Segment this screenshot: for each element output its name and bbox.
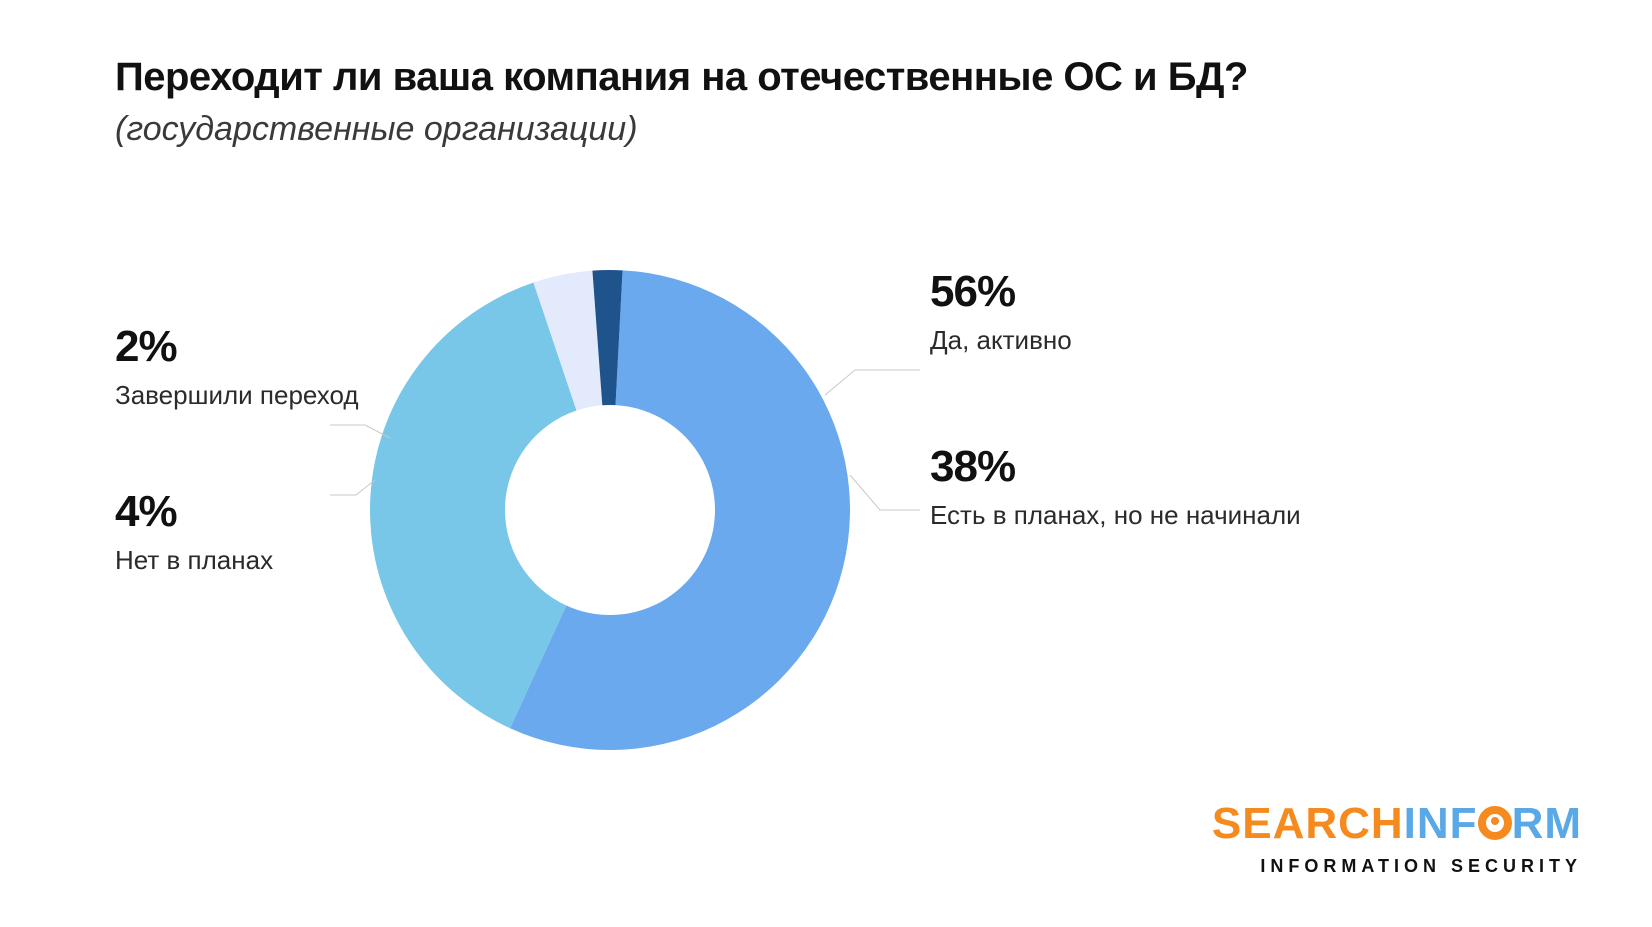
logo-wordmark: SEARCHINF RM <box>1212 802 1582 846</box>
chart-subtitle: (государственные организации) <box>115 110 638 149</box>
callout-leader <box>850 475 920 510</box>
chart-callout: 2% Завершили переход <box>115 325 359 413</box>
logo-tagline: INFORMATION SECURITY <box>1212 856 1582 877</box>
callout-percent: 2% <box>115 325 359 369</box>
chart-callout: 38% Есть в планах, но не начинали <box>930 445 1301 533</box>
callout-percent: 4% <box>115 490 273 534</box>
logo: SEARCHINF RM INFORMATION SECURITY <box>1212 802 1582 877</box>
chart-callout: 4% Нет в планах <box>115 490 273 578</box>
callout-label: Есть в планах, но не начинали <box>930 499 1301 533</box>
callout-percent: 38% <box>930 445 1301 489</box>
logo-part2: INF <box>1404 799 1478 848</box>
callout-percent: 56% <box>930 270 1072 314</box>
logo-bullseye-icon <box>1478 802 1512 846</box>
donut-chart: 56% Да, активно 38% Есть в планах, но не на… <box>0 200 1652 800</box>
logo-part1: SEARCH <box>1212 799 1404 848</box>
callout-leader <box>330 425 390 438</box>
chart-callout: 56% Да, активно <box>930 270 1072 358</box>
logo-part3: RM <box>1512 799 1582 848</box>
callout-label: Да, активно <box>930 324 1072 358</box>
chart-title: Переходит ли ваша компания на отечествен… <box>115 55 1248 100</box>
page-root: Переходит ли ваша компания на отечествен… <box>0 0 1652 927</box>
callout-leader <box>330 480 375 495</box>
callout-label: Нет в планах <box>115 544 273 578</box>
callout-label: Завершили переход <box>115 379 359 413</box>
callout-leader <box>825 370 920 395</box>
